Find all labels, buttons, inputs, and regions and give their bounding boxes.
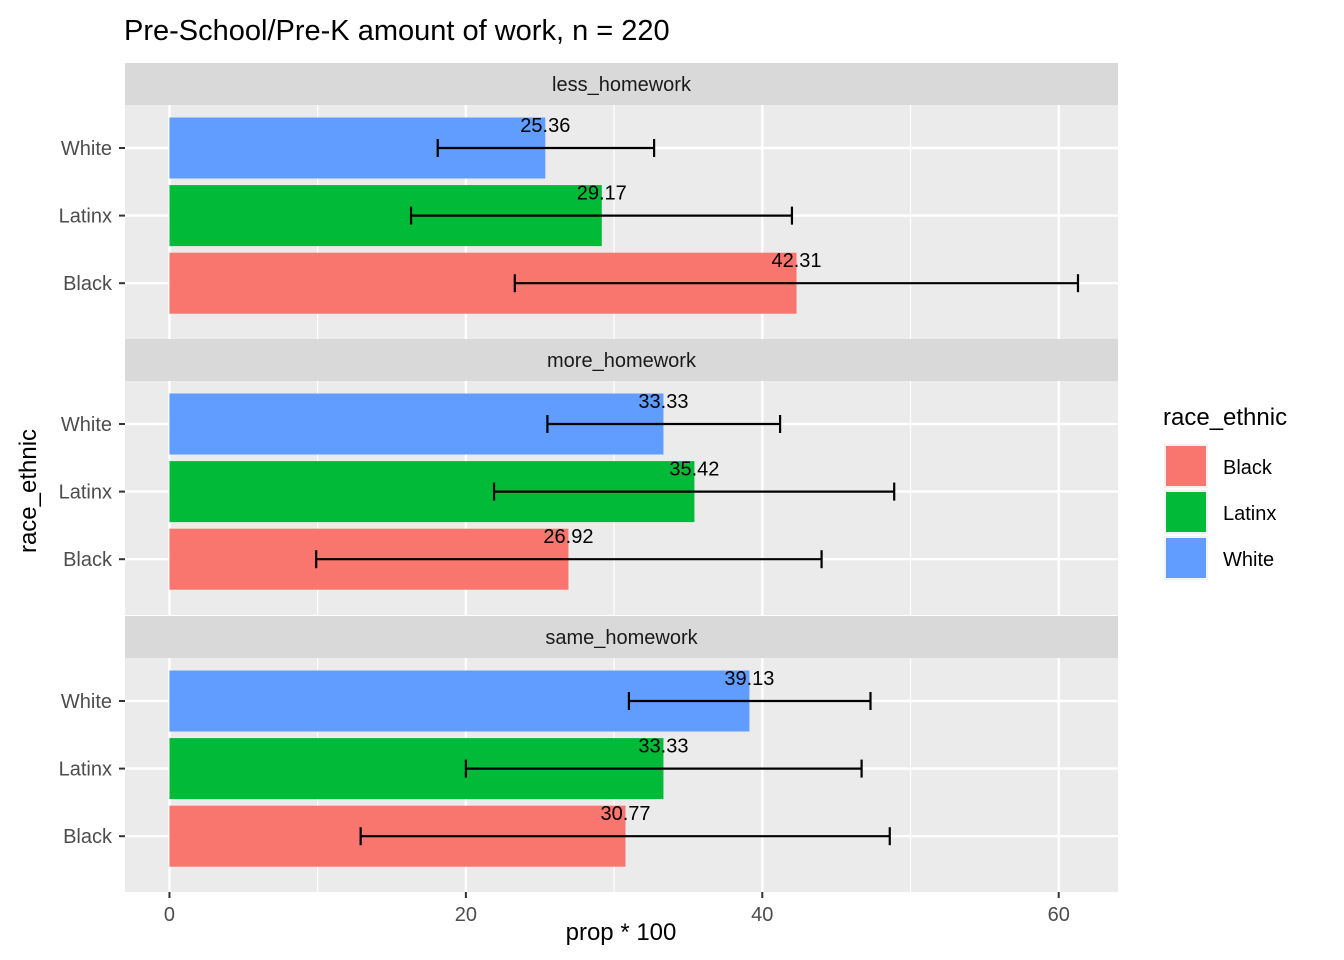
legend-swatch: [1166, 538, 1206, 578]
facet-strip: [125, 63, 1118, 105]
y-tick-label: Latinx: [59, 206, 112, 228]
facet-strip-label: more_homework: [547, 350, 697, 372]
y-tick-label: White: [61, 414, 112, 436]
bar-value-label: 33.33: [638, 736, 688, 758]
legend-swatch: [1166, 492, 1206, 532]
y-tick-label: Latinx: [59, 759, 112, 781]
y-tick-label: White: [61, 691, 112, 713]
bar-value-label: 35.42: [669, 459, 719, 481]
x-tick-label: 60: [1048, 904, 1070, 926]
facet-panel-more_homework: more_homework 33.33 White 35.42 Latinx 26.92 B…: [59, 339, 1118, 615]
error-bar: [359, 827, 891, 846]
error-bar: [409, 206, 794, 225]
legend: race_ethnic Black Latinx White: [1163, 404, 1287, 580]
error-bar: [627, 692, 872, 710]
legend-entry-black: Black: [1164, 444, 1273, 488]
facet-strip-label: same_homework: [545, 627, 698, 649]
error-bar: [464, 759, 863, 778]
legend-label: White: [1223, 549, 1274, 571]
facet-panel-same_homework: same_homework 39.13 White 33.33 Latinx 30.77 B…: [59, 616, 1118, 892]
legend-swatch: [1166, 446, 1206, 486]
error-bar: [436, 139, 656, 157]
x-tick-label: 20: [455, 904, 477, 926]
x-axis-label: prop * 100: [566, 919, 677, 946]
x-axis: 0 20 40 60: [164, 892, 1070, 926]
facet-panels: less_homework 25.36 White 29.17 Latinx 42.31 B…: [59, 63, 1118, 892]
y-tick-label: White: [61, 138, 112, 160]
bar-value-label: 33.33: [638, 391, 688, 413]
bar-value-label: 42.31: [772, 250, 822, 272]
bar-value-label: 29.17: [577, 183, 627, 205]
facet-strip: [125, 339, 1118, 381]
facet-strip-label: less_homework: [552, 74, 692, 96]
legend-entry-white: White: [1164, 536, 1274, 580]
y-tick-label: Black: [63, 826, 113, 848]
error-bar: [513, 274, 1080, 293]
legend-label: Black: [1223, 457, 1273, 479]
error-bar: [315, 550, 823, 569]
chart-title: Pre-School/Pre-K amount of work, n = 220: [124, 15, 670, 47]
legend-title: race_ethnic: [1163, 404, 1287, 431]
y-tick-label: Black: [63, 549, 113, 571]
error-bar: [546, 415, 782, 433]
bar-value-label: 26.92: [543, 526, 593, 548]
bar-value-label: 25.36: [520, 115, 570, 137]
facet-panel-less_homework: less_homework 25.36 White 29.17 Latinx 42.31 B…: [59, 63, 1118, 339]
y-tick-label: Black: [63, 273, 113, 295]
x-tick-label: 0: [164, 904, 175, 926]
error-bar: [492, 482, 896, 501]
legend-entry-latinx: Latinx: [1164, 490, 1276, 534]
facet-strip: [125, 616, 1118, 658]
legend-label: Latinx: [1223, 503, 1276, 525]
y-axis-label: race_ethnic: [15, 429, 42, 553]
bar-value-label: 39.13: [724, 668, 774, 690]
bar-value-label: 30.77: [600, 803, 650, 825]
x-tick-label: 40: [751, 904, 773, 926]
y-tick-label: Latinx: [59, 482, 112, 504]
